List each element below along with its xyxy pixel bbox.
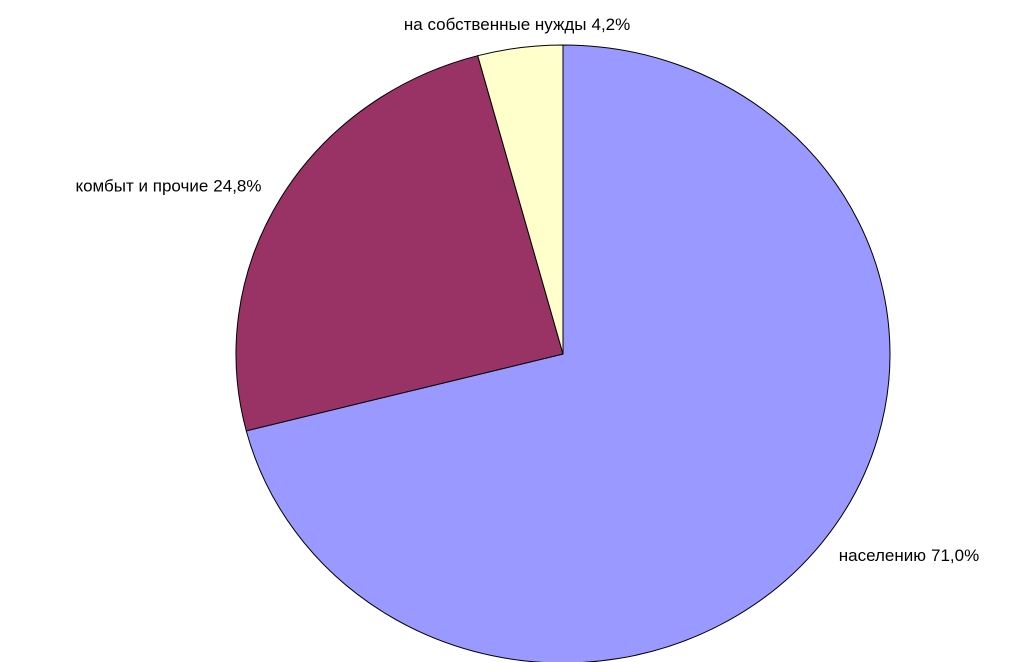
slice-value: 24,8% bbox=[213, 177, 261, 196]
pie-slice bbox=[235, 55, 564, 432]
slice-value: 71,0% bbox=[931, 546, 979, 565]
pie-slice bbox=[477, 44, 564, 355]
slice-category: на собственные нужды bbox=[404, 15, 587, 34]
slice-value: 4,2% bbox=[592, 15, 631, 34]
slice-category: комбыт и прочие bbox=[75, 177, 208, 196]
slice-label: на собственные нужды 4,2% bbox=[404, 15, 630, 34]
slice-label: населению 71,0% bbox=[839, 546, 979, 565]
slice-category: населению bbox=[839, 546, 926, 565]
pie-slice bbox=[245, 44, 891, 662]
slice-label: комбыт и прочие 24,8% bbox=[75, 177, 261, 196]
